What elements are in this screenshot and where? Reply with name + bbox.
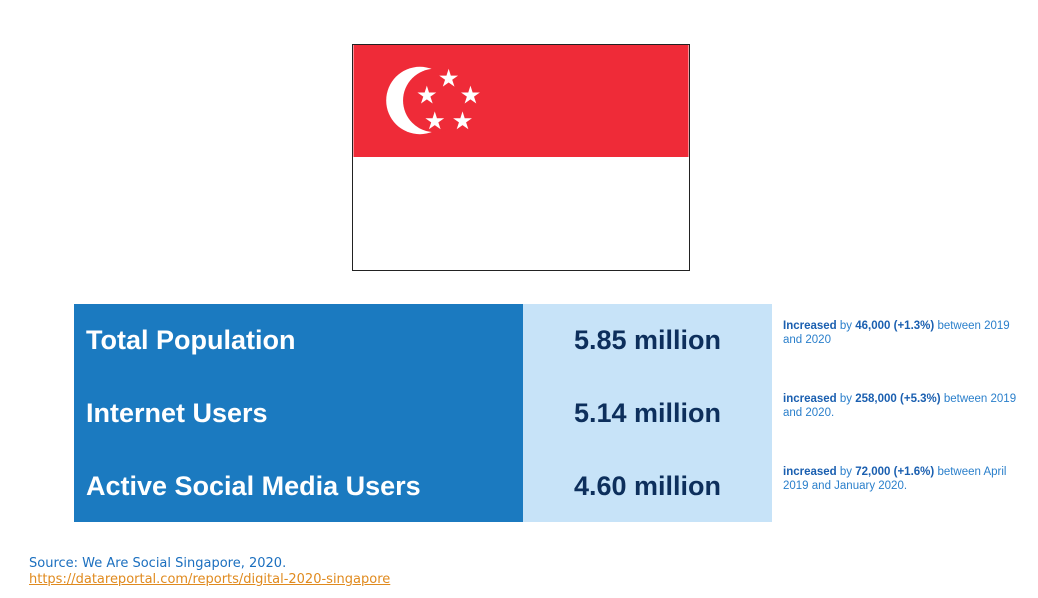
- note-number: 46,000: [855, 320, 891, 332]
- stat-label: Internet Users: [86, 398, 268, 428]
- values-column-bg: [523, 304, 772, 522]
- stat-value: 5.85 million: [573, 325, 722, 355]
- note-keyword: Increased: [783, 320, 837, 332]
- note-paren: (: [890, 320, 898, 332]
- stat-value: 5.14 million: [573, 398, 722, 428]
- flag-white-band: [353, 157, 689, 270]
- note-percent: +1.6%: [897, 466, 931, 478]
- note-keyword: increased: [783, 393, 837, 405]
- source-link[interactable]: https://datareportal.com/reports/digital…: [29, 572, 391, 587]
- source-text: Source: We Are Social Singapore, 2020.: [29, 556, 287, 571]
- star-icon: [439, 68, 459, 87]
- note-text: between April 2019 and January 2020.: [783, 466, 1007, 492]
- note-paren: ): [930, 466, 935, 478]
- stats-table: Total Population 5.85 million Internet U…: [74, 304, 772, 522]
- stat-value: 4.60 million: [573, 471, 722, 501]
- star-icon: [461, 85, 480, 104]
- note-number: 258,000: [855, 393, 897, 405]
- note-paren: ): [936, 393, 941, 405]
- note-paren: (: [896, 393, 904, 405]
- labels-column-bg: [74, 304, 523, 522]
- note-percent: +5.3%: [903, 393, 937, 405]
- stat-row-internet-users: Internet Users 5.14 million: [74, 377, 772, 450]
- source-citation: Source: We Are Social Singapore, 2020. h…: [29, 556, 390, 588]
- singapore-flag-icon: [352, 44, 690, 271]
- stat-label: Active Social Media Users: [86, 471, 421, 501]
- stat-note-internet-users: increased by 258,000 (+5.3%) between 201…: [783, 392, 1023, 420]
- note-paren: (: [890, 466, 898, 478]
- stat-note-population: Increased by 46,000 (+1.3%) between 2019…: [783, 319, 1023, 347]
- crescent-inner: [403, 68, 467, 133]
- stars-group: [417, 68, 480, 130]
- star-icon: [425, 111, 445, 130]
- note-number: 72,000: [855, 466, 891, 478]
- stat-row-population: Total Population 5.85 million: [74, 304, 772, 377]
- star-icon: [417, 85, 437, 104]
- note-text: between 2019 and 2020: [783, 320, 1010, 346]
- note-text: by: [836, 320, 856, 332]
- star-icon: [453, 111, 472, 130]
- stat-row-social-media-users: Active Social Media Users 4.60 million: [74, 450, 772, 523]
- note-paren: ): [930, 320, 935, 332]
- note-text: between 2019 and 2020.: [783, 393, 1017, 419]
- flag-graphic: [353, 45, 689, 270]
- note-text: by: [836, 466, 856, 478]
- note-percent: +1.3%: [897, 320, 931, 332]
- note-keyword: increased: [783, 466, 837, 478]
- note-text: by: [836, 393, 856, 405]
- stat-label: Total Population: [86, 325, 296, 355]
- stat-note-social-media-users: increased by 72,000 (+1.6%) between Apri…: [783, 465, 1023, 493]
